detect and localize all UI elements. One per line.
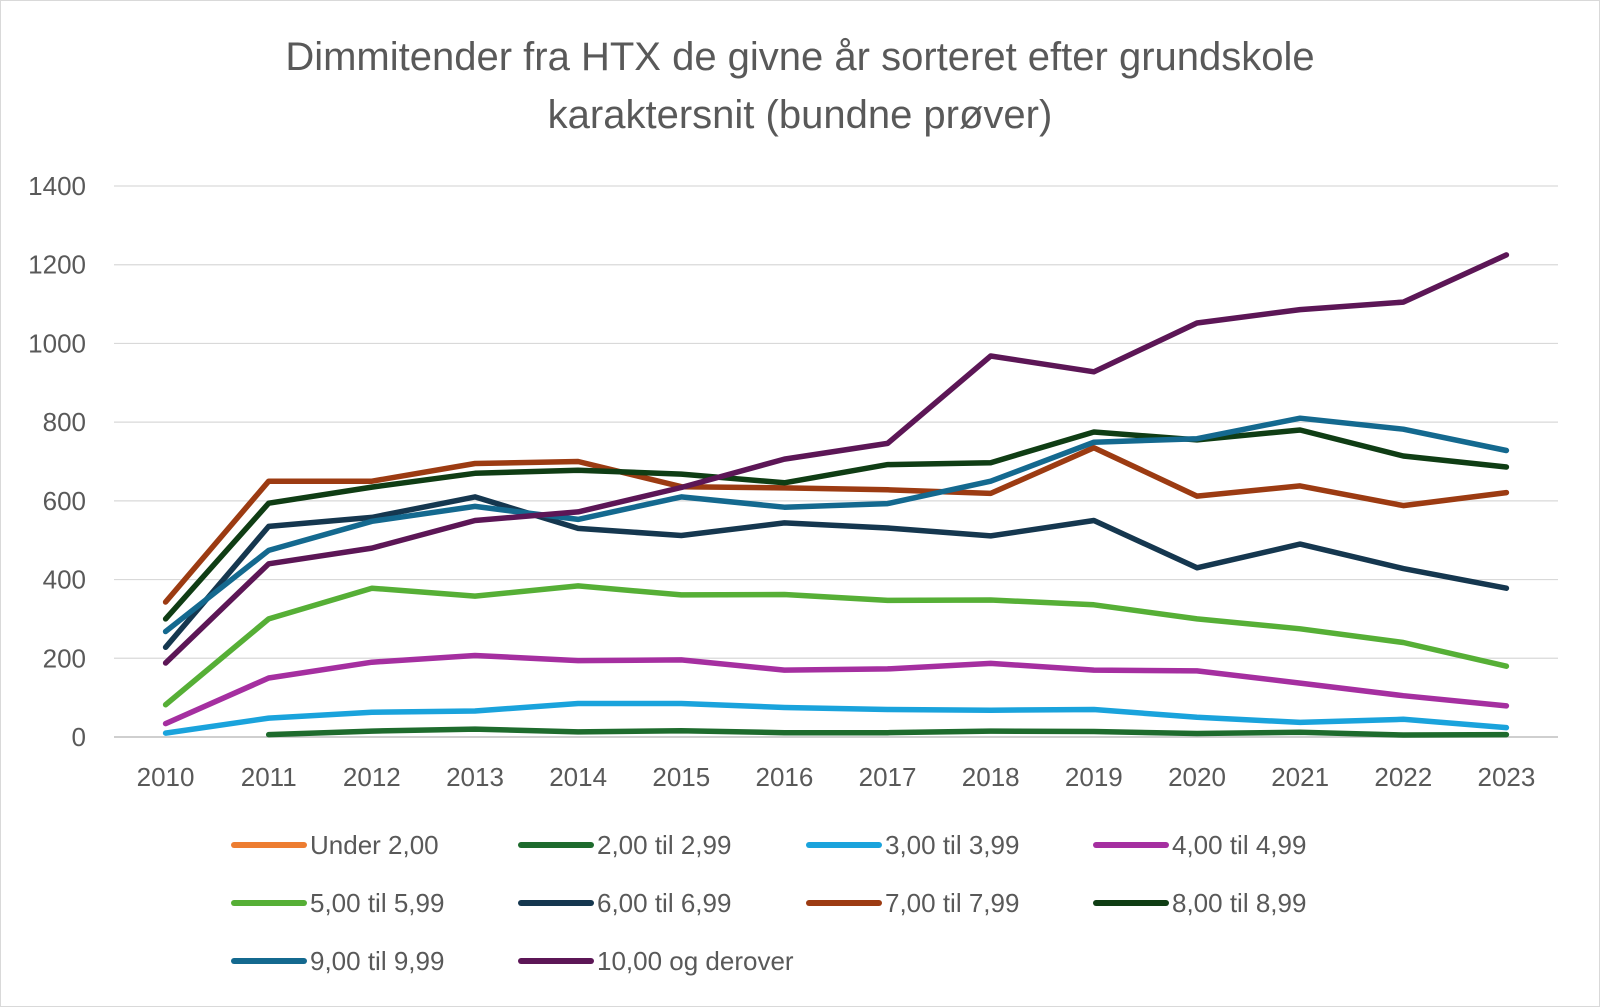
y-tick-label: 800	[43, 407, 86, 437]
x-tick-label: 2013	[446, 762, 504, 792]
legend-label: 6,00 til 6,99	[597, 888, 731, 918]
y-tick-label: 1000	[28, 328, 86, 358]
series-line-5	[162, 494, 1510, 651]
x-tick-label: 2018	[962, 762, 1020, 792]
x-tick-label: 2022	[1374, 762, 1432, 792]
series-line-3	[162, 652, 1510, 727]
y-tick-label: 600	[43, 486, 86, 516]
legend-label: 5,00 til 5,99	[310, 888, 444, 918]
series-line-7	[162, 427, 1510, 622]
chart-title-line-1: Dimmitender fra HTX de givne år sorteret…	[285, 35, 1315, 79]
legend-label: 7,00 til 7,99	[885, 888, 1019, 918]
legend-label: 3,00 til 3,99	[885, 830, 1019, 860]
series-line-8	[162, 415, 1510, 635]
x-tick-label: 2017	[859, 762, 917, 792]
x-tick-label: 2012	[343, 762, 401, 792]
x-tick-label: 2014	[549, 762, 607, 792]
legend-label: 9,00 til 9,99	[310, 946, 444, 976]
x-tick-label: 2010	[137, 762, 195, 792]
y-tick-label: 1400	[28, 171, 86, 201]
legend-label: Under 2,00	[310, 830, 439, 860]
chart-title: Dimmitender fra HTX de givne år sorteret…	[0, 28, 1600, 144]
chart-title-line-2: karaktersnit (bundne prøver)	[547, 93, 1053, 137]
series-line-2	[162, 700, 1510, 736]
series-line-1	[265, 726, 1510, 738]
x-tick-label: 2021	[1271, 762, 1329, 792]
x-tick-label: 2011	[241, 762, 297, 792]
legend-label: 8,00 til 8,99	[1172, 888, 1306, 918]
series-line-6	[162, 444, 1510, 605]
legend-label: 2,00 til 2,99	[597, 830, 731, 860]
series-line-4	[162, 583, 1510, 708]
x-tick-label: 2020	[1168, 762, 1226, 792]
x-tick-label: 2016	[756, 762, 814, 792]
x-tick-label: 2015	[652, 762, 710, 792]
y-tick-label: 400	[43, 565, 86, 595]
legend-label: 10,00 og derover	[597, 946, 794, 976]
x-tick-label: 2023	[1478, 762, 1536, 792]
legend-label: 4,00 til 4,99	[1172, 830, 1306, 860]
y-tick-label: 1200	[28, 250, 86, 280]
x-tick-label: 2019	[1065, 762, 1123, 792]
series-line-9	[162, 252, 1510, 666]
y-tick-label: 0	[72, 722, 86, 752]
y-tick-label: 200	[43, 643, 86, 673]
